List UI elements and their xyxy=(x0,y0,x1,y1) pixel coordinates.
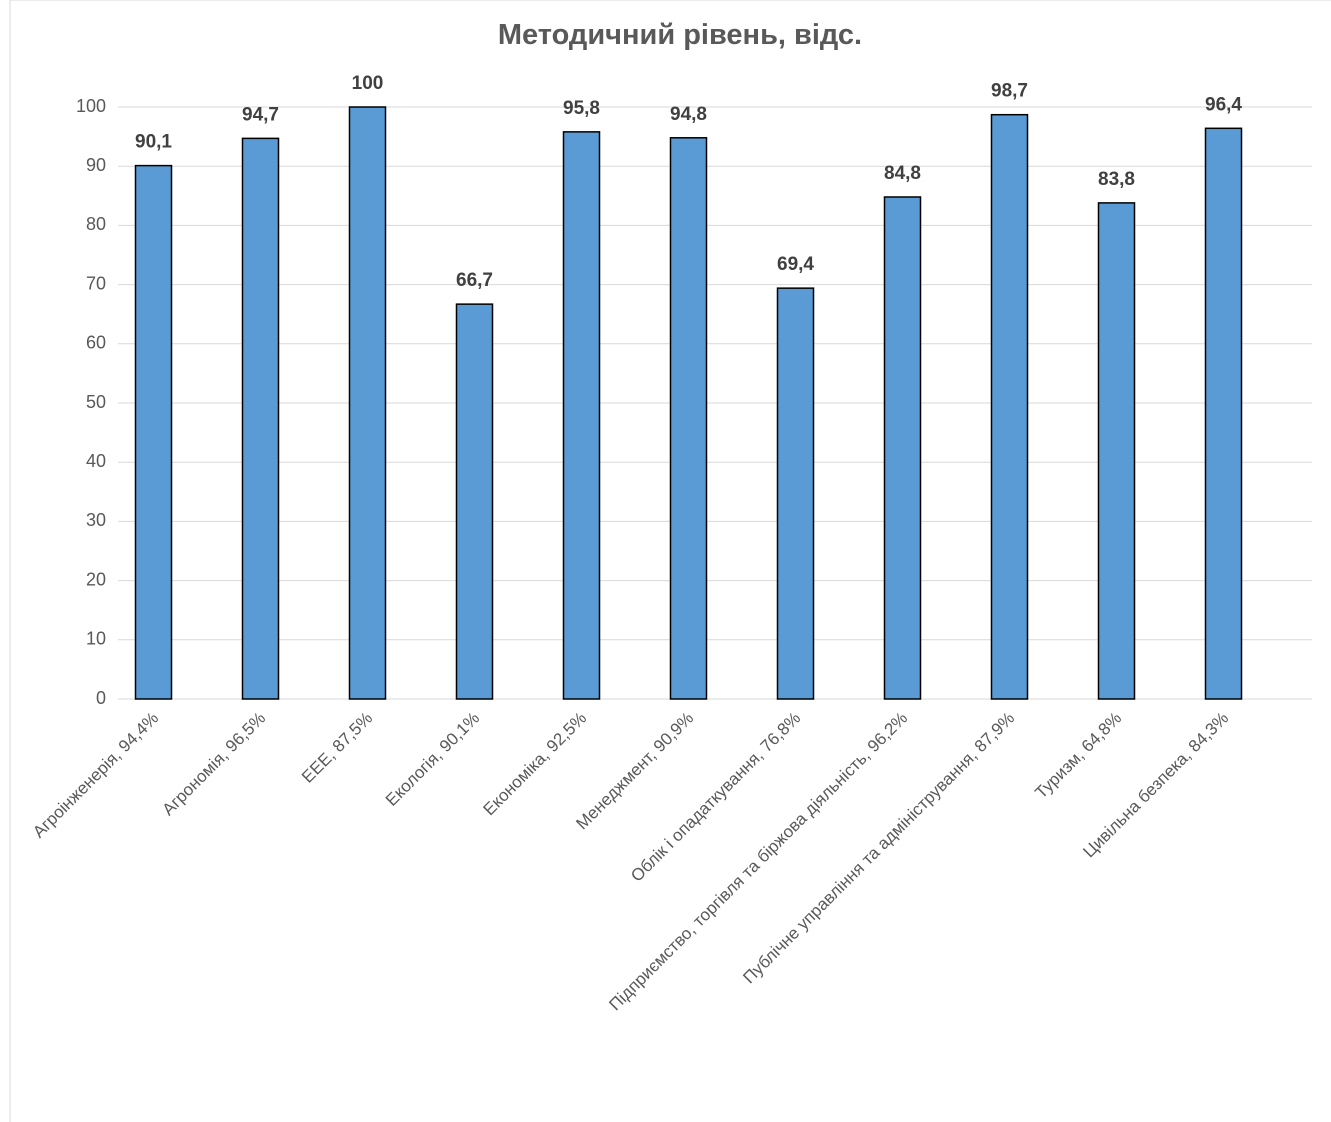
value-label: 94,8 xyxy=(670,104,707,125)
y-tick-label: 30 xyxy=(86,510,106,530)
value-label: 83,8 xyxy=(1098,169,1135,190)
chart-title: Методичний рівень, відс. xyxy=(498,19,862,51)
bar xyxy=(241,137,280,700)
y-tick-label: 90 xyxy=(86,155,106,175)
bar xyxy=(562,131,601,700)
value-label: 66,7 xyxy=(456,270,493,291)
y-tick-label: 80 xyxy=(86,214,106,234)
value-label: 98,7 xyxy=(991,81,1028,102)
y-tick-label: 60 xyxy=(86,333,106,353)
y-tick-label: 20 xyxy=(86,569,106,589)
value-label: 90,1 xyxy=(135,132,172,153)
value-label: 84,8 xyxy=(884,163,921,184)
bar xyxy=(990,113,1029,700)
bar xyxy=(455,303,494,700)
value-label: 100 xyxy=(352,73,384,94)
value-label: 95,8 xyxy=(563,98,600,119)
value-label: 69,4 xyxy=(777,254,814,275)
bar xyxy=(348,106,387,700)
y-tick-label: 40 xyxy=(86,451,106,471)
y-tick-label: 70 xyxy=(86,273,106,293)
bar xyxy=(1097,202,1136,700)
y-tick-label: 100 xyxy=(76,96,106,116)
y-tick-label: 0 xyxy=(96,688,106,708)
y-tick-label: 50 xyxy=(86,392,106,412)
bar xyxy=(134,164,173,700)
value-label: 94,7 xyxy=(242,104,279,125)
bar xyxy=(776,287,815,700)
bar xyxy=(669,137,708,700)
value-label: 96,4 xyxy=(1205,94,1242,115)
y-tick-label: 10 xyxy=(86,629,106,649)
bar xyxy=(883,196,922,700)
bar xyxy=(1204,127,1243,700)
